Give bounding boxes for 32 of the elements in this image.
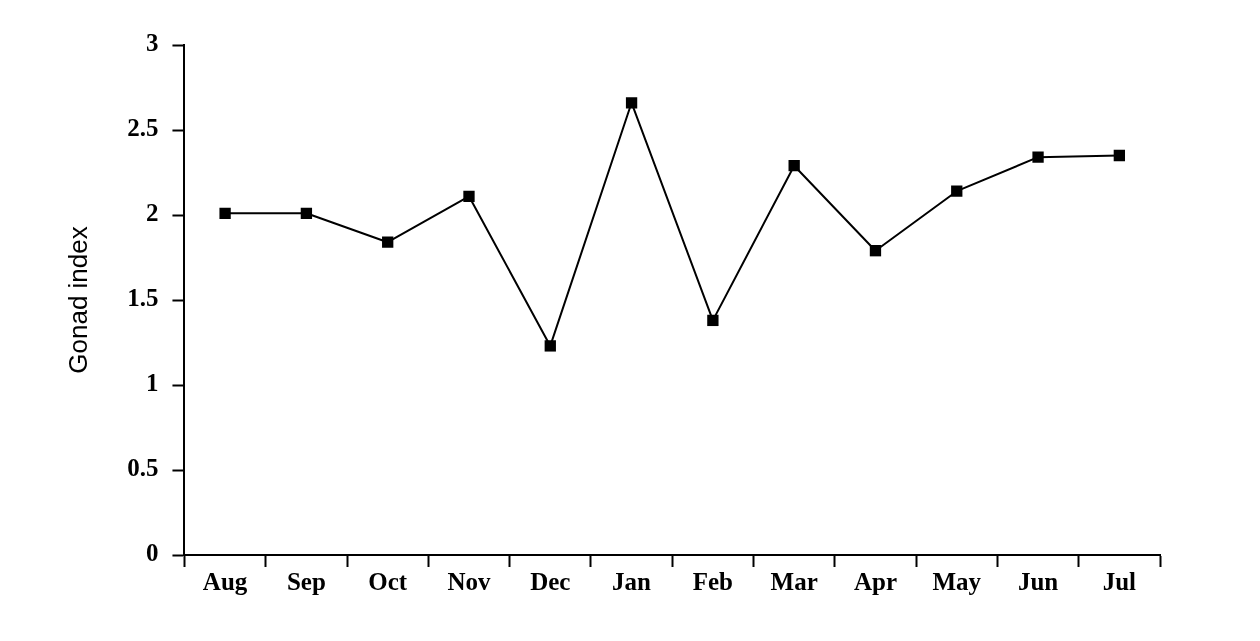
y-tick-label: 0.5 [127,454,159,482]
x-tick-label: Mar [770,568,818,596]
point [951,185,963,197]
y-tick-label: 2.5 [127,114,159,142]
point [1113,149,1126,162]
point [625,97,638,109]
x-tick-label: Jul [1102,568,1137,596]
x-tick-label: Feb [692,568,734,596]
x-tick-label: Apr [853,568,897,596]
x-tick-label: Aug [202,568,248,596]
y-axis-title: Gonad index [62,226,93,374]
point [544,340,556,352]
x-tick-label: Sep [286,568,326,596]
y-tick-label: 1 [145,369,159,397]
point [300,207,313,219]
point [219,207,231,219]
x-tick-label: Dec [530,568,571,596]
point [707,314,719,327]
x-tick-label: Oct [368,568,408,596]
x-tick-label: Jun [1017,568,1059,596]
y-tick-label: 1.5 [127,284,159,312]
y-tick-label: 2 [145,199,159,227]
x-tick-label: Jan [612,568,652,596]
point [463,190,475,202]
y-tick-label: 0 [145,539,159,567]
x-tick-label: Nov [447,568,492,596]
y-tick-label: 3 [145,29,159,57]
point [869,245,882,257]
point [1032,151,1044,163]
x-tick-label: May [932,568,982,596]
point [788,160,800,172]
point [382,236,394,248]
